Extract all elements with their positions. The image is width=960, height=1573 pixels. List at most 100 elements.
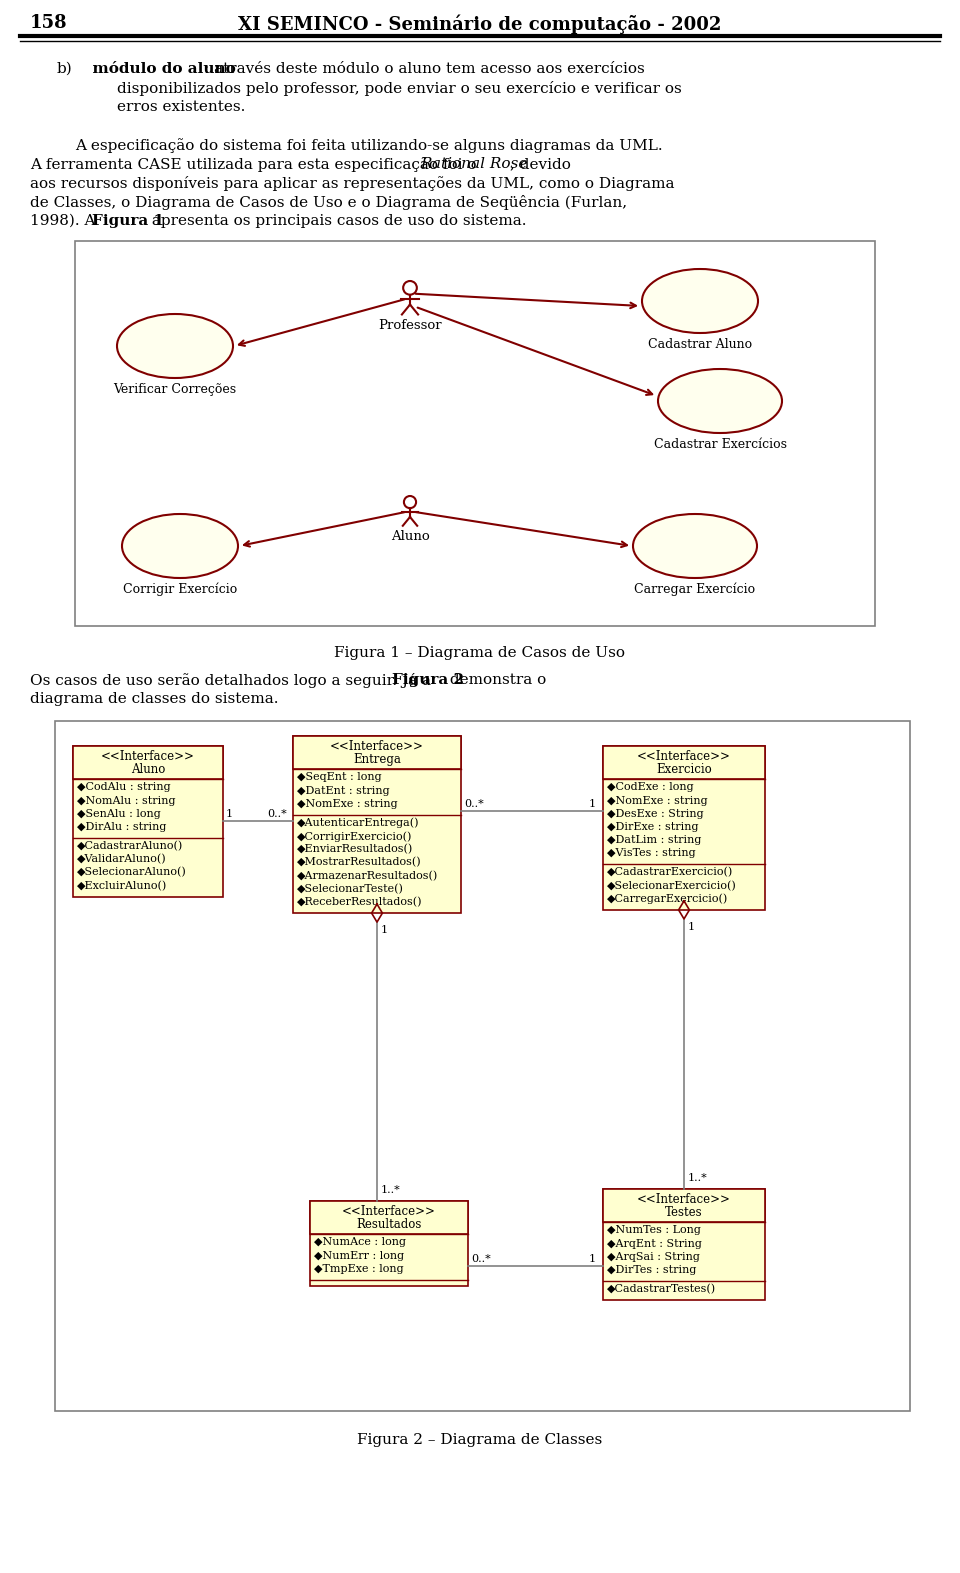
Text: ◆ArqSai : String: ◆ArqSai : String bbox=[607, 1252, 700, 1262]
Text: ◆VisTes : string: ◆VisTes : string bbox=[607, 848, 696, 859]
Text: 1: 1 bbox=[226, 809, 233, 820]
Text: de Classes, o Diagrama de Casos de Uso e o Diagrama de Seqüência (Furlan,: de Classes, o Diagrama de Casos de Uso e… bbox=[30, 195, 627, 211]
Text: ◆SeqEnt : long: ◆SeqEnt : long bbox=[297, 772, 382, 782]
Bar bbox=[310, 1202, 468, 1285]
Text: 1: 1 bbox=[589, 799, 596, 809]
Text: ◆CodAlu : string: ◆CodAlu : string bbox=[77, 782, 171, 793]
Text: ◆AutenticarEntrega(): ◆AutenticarEntrega() bbox=[297, 818, 420, 829]
Text: 0..*: 0..* bbox=[267, 809, 287, 820]
Text: ◆NomExe : string: ◆NomExe : string bbox=[607, 796, 708, 805]
Text: A especificação do sistema foi feita utilizando-se alguns diagramas da UML.: A especificação do sistema foi feita uti… bbox=[75, 138, 662, 153]
Text: disponibilizados pelo professor, pode enviar o seu exercício e verificar os: disponibilizados pelo professor, pode en… bbox=[117, 80, 682, 96]
Text: Cadastrar Exercícios: Cadastrar Exercícios bbox=[654, 437, 786, 451]
Ellipse shape bbox=[658, 370, 782, 433]
Text: ◆ReceberResultados(): ◆ReceberResultados() bbox=[297, 897, 422, 908]
Text: Entrega: Entrega bbox=[353, 753, 401, 766]
Bar bbox=[73, 746, 223, 897]
Text: Cadastrar Aluno: Cadastrar Aluno bbox=[648, 338, 752, 351]
Text: demonstra o: demonstra o bbox=[445, 673, 546, 687]
Text: 0..*: 0..* bbox=[471, 1254, 491, 1265]
Bar bbox=[293, 736, 461, 912]
Text: 1: 1 bbox=[589, 1254, 596, 1265]
Text: Figura 1: Figura 1 bbox=[92, 214, 164, 228]
Text: ◆MostrarResultados(): ◆MostrarResultados() bbox=[297, 857, 421, 868]
Ellipse shape bbox=[122, 514, 238, 577]
Text: XI SEMINCO - Seminário de computação - 2002: XI SEMINCO - Seminário de computação - 2… bbox=[238, 14, 722, 33]
Text: ◆DatLim : string: ◆DatLim : string bbox=[607, 835, 702, 845]
Text: erros existentes.: erros existentes. bbox=[117, 101, 246, 113]
Text: ◆SelecionarTeste(): ◆SelecionarTeste() bbox=[297, 884, 404, 893]
Text: ◆CadastrarAluno(): ◆CadastrarAluno() bbox=[77, 842, 183, 851]
Bar bbox=[603, 746, 765, 779]
Text: Aluno: Aluno bbox=[391, 530, 429, 543]
Text: <<Interface>>: <<Interface>> bbox=[330, 739, 424, 753]
Text: ◆DirTes : string: ◆DirTes : string bbox=[607, 1265, 696, 1274]
Text: 0..*: 0..* bbox=[464, 799, 484, 809]
Bar bbox=[55, 720, 910, 1411]
Text: 1: 1 bbox=[381, 925, 388, 934]
Text: apresenta os principais casos de uso do sistema.: apresenta os principais casos de uso do … bbox=[147, 214, 526, 228]
Text: Os casos de uso serão detalhados logo a seguir. Já a: Os casos de uso serão detalhados logo a … bbox=[30, 673, 436, 687]
Text: ◆EnviarResultados(): ◆EnviarResultados() bbox=[297, 845, 413, 854]
Text: ◆NomAlu : string: ◆NomAlu : string bbox=[77, 796, 176, 805]
Text: Resultados: Resultados bbox=[356, 1218, 421, 1232]
Text: ◆DesExe : String: ◆DesExe : String bbox=[607, 809, 704, 818]
Text: ◆SelecionarAluno(): ◆SelecionarAluno() bbox=[77, 867, 187, 878]
Text: : através deste módulo o aluno tem acesso aos exercícios: : através deste módulo o aluno tem acess… bbox=[204, 61, 645, 76]
Text: ◆NomExe : string: ◆NomExe : string bbox=[297, 799, 397, 809]
Text: ◆SelecionarExercicio(): ◆SelecionarExercicio() bbox=[607, 881, 736, 890]
Text: Aluno: Aluno bbox=[131, 763, 165, 775]
Text: ◆CodExe : long: ◆CodExe : long bbox=[607, 782, 694, 793]
Text: ◆DirAlu : string: ◆DirAlu : string bbox=[77, 821, 166, 832]
Text: ◆TmpExe : long: ◆TmpExe : long bbox=[314, 1263, 403, 1274]
Text: módulo do aluno: módulo do aluno bbox=[82, 61, 236, 76]
Text: aos recursos disponíveis para aplicar as representações da UML, como o Diagrama: aos recursos disponíveis para aplicar as… bbox=[30, 176, 675, 190]
Text: 1..*: 1..* bbox=[688, 1173, 708, 1183]
Text: 1998). A: 1998). A bbox=[30, 214, 101, 228]
Text: diagrama de classes do sistema.: diagrama de classes do sistema. bbox=[30, 692, 278, 706]
Text: Figura 2 – Diagrama de Classes: Figura 2 – Diagrama de Classes bbox=[357, 1433, 603, 1447]
Text: Verificar Correções: Verificar Correções bbox=[113, 382, 236, 396]
Text: <<Interface>>: <<Interface>> bbox=[637, 750, 731, 763]
Ellipse shape bbox=[633, 514, 757, 577]
Text: ◆CadastrarTestes(): ◆CadastrarTestes() bbox=[607, 1284, 716, 1295]
Text: Figura 2: Figura 2 bbox=[392, 673, 464, 687]
Text: ◆NumTes : Long: ◆NumTes : Long bbox=[607, 1225, 701, 1235]
Text: A ferramenta CASE utilizada para esta especificação foi o: A ferramenta CASE utilizada para esta es… bbox=[30, 157, 481, 171]
Text: ◆NumAce : long: ◆NumAce : long bbox=[314, 1238, 406, 1247]
Text: <<Interface>>: <<Interface>> bbox=[342, 1205, 436, 1218]
Bar bbox=[73, 746, 223, 779]
Text: Rational Rose: Rational Rose bbox=[420, 157, 527, 171]
Text: ◆DatEnt : string: ◆DatEnt : string bbox=[297, 785, 390, 796]
Text: Corrigir Exercício: Corrigir Exercício bbox=[123, 584, 237, 596]
Text: ◆SenAlu : long: ◆SenAlu : long bbox=[77, 809, 160, 818]
Bar bbox=[75, 241, 875, 626]
Text: Professor: Professor bbox=[378, 319, 442, 332]
Text: b): b) bbox=[57, 61, 73, 76]
Ellipse shape bbox=[642, 269, 758, 333]
Ellipse shape bbox=[117, 315, 233, 378]
Text: Figura 1 – Diagrama de Casos de Uso: Figura 1 – Diagrama de Casos de Uso bbox=[334, 647, 626, 661]
Bar bbox=[603, 1189, 765, 1301]
Text: ◆CadastrarExercicio(): ◆CadastrarExercicio() bbox=[607, 867, 733, 878]
Text: ◆DirExe : string: ◆DirExe : string bbox=[607, 821, 699, 832]
Bar bbox=[293, 736, 461, 769]
Bar bbox=[310, 1202, 468, 1235]
Text: ◆CarregarExercicio(): ◆CarregarExercicio() bbox=[607, 893, 729, 904]
Text: <<Interface>>: <<Interface>> bbox=[101, 750, 195, 763]
Text: , devido: , devido bbox=[510, 157, 571, 171]
Text: ◆ValidarAluno(): ◆ValidarAluno() bbox=[77, 854, 167, 865]
Bar bbox=[603, 1189, 765, 1222]
Text: ◆CorrigirExercicio(): ◆CorrigirExercicio() bbox=[297, 831, 413, 842]
Text: Testes: Testes bbox=[665, 1206, 703, 1219]
Text: ◆ExcluirAluno(): ◆ExcluirAluno() bbox=[77, 881, 167, 890]
Text: ◆ArmazenarResultados(): ◆ArmazenarResultados() bbox=[297, 870, 439, 881]
Text: ◆NumErr : long: ◆NumErr : long bbox=[314, 1251, 404, 1260]
Text: 1: 1 bbox=[688, 922, 695, 931]
Bar bbox=[603, 746, 765, 909]
Text: Exercicio: Exercicio bbox=[656, 763, 712, 775]
Text: 158: 158 bbox=[30, 14, 67, 31]
Text: 1..*: 1..* bbox=[381, 1184, 400, 1195]
Text: <<Interface>>: <<Interface>> bbox=[637, 1192, 731, 1206]
Text: ◆ArqEnt : String: ◆ArqEnt : String bbox=[607, 1238, 702, 1249]
